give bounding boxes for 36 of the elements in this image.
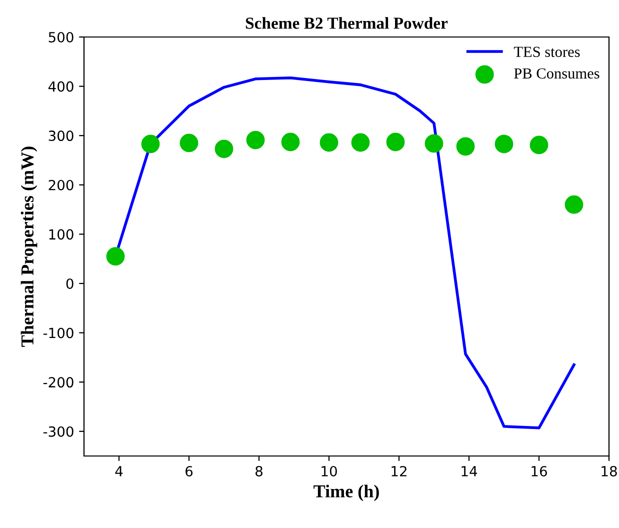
point xyxy=(456,137,475,156)
x-tick-label: 4 xyxy=(115,466,123,476)
y-tick-label: -300 xyxy=(43,426,74,437)
y-tick-label: 0 xyxy=(66,278,74,289)
y-tick-label: 300 xyxy=(48,130,74,142)
y-tick-label: 500 xyxy=(48,32,74,42)
x-tick-label: 6 xyxy=(186,466,193,476)
x-tick-label: 12 xyxy=(392,466,406,476)
point xyxy=(106,247,125,266)
point xyxy=(564,195,584,214)
y-tick-label: 200 xyxy=(48,180,74,190)
y-tick-label: -200 xyxy=(43,377,74,388)
point xyxy=(351,133,370,152)
y-axis-title: Thermal Properties (mW) xyxy=(20,146,38,347)
point xyxy=(281,132,300,152)
point xyxy=(494,134,514,154)
point xyxy=(246,130,265,150)
x-tick-label: 14 xyxy=(462,466,478,476)
x-tick-label: 18 xyxy=(602,466,617,476)
point xyxy=(424,134,444,153)
point xyxy=(214,140,234,158)
x-tick-label: 10 xyxy=(322,466,337,476)
x-tick-label: 8 xyxy=(256,466,262,476)
y-tick-label: 400 xyxy=(48,81,74,92)
legend-label: PB Consumes xyxy=(514,68,600,79)
point xyxy=(141,134,160,154)
legend-label: TES stores xyxy=(514,46,580,58)
point xyxy=(180,134,198,152)
point xyxy=(386,132,405,152)
point xyxy=(320,133,338,152)
x-axis-title: Time (h) xyxy=(314,484,379,502)
chart-title: Scheme B2 Thermal Powder xyxy=(246,17,448,29)
point xyxy=(530,136,548,154)
y-tick-label: 100 xyxy=(49,229,74,240)
y-tick-label: -100 xyxy=(43,328,74,338)
x-tick-label: 16 xyxy=(532,466,547,476)
